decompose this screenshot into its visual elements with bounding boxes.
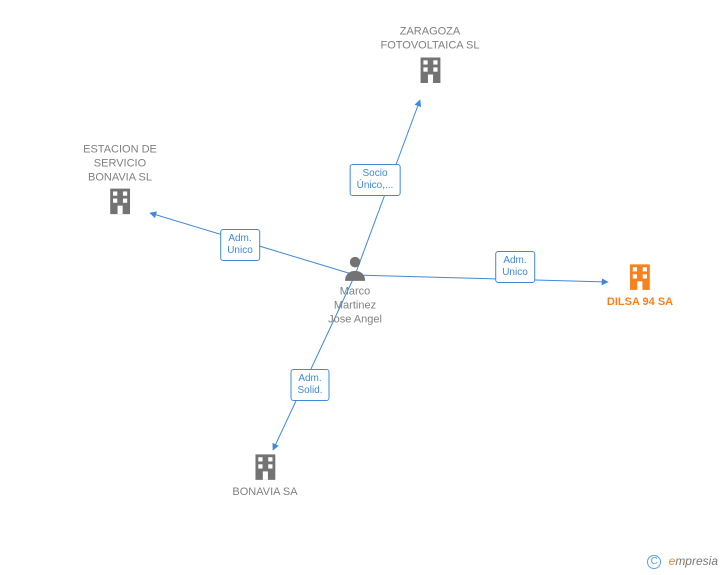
building-icon	[413, 53, 447, 87]
edge-zaragoza	[355, 100, 420, 275]
node-estacion[interactable]: ESTACION DE SERVICIO BONAVIA SL	[83, 141, 157, 218]
node-bonavia[interactable]: BONAVIA SA	[232, 450, 297, 500]
edge-estacion	[150, 213, 355, 275]
edge-dilsa	[355, 275, 608, 282]
node-person-center[interactable]: Marco Martinez Jose Angel	[328, 253, 382, 326]
building-icon	[103, 185, 137, 219]
brand-name: empresia	[669, 554, 718, 568]
node-label: DILSA 94 SA	[607, 296, 673, 310]
edge-label-zaragoza: Socio Único,...	[350, 164, 401, 196]
network-diagram: Marco Martinez Jose Angel ZARAGOZA FOTOVO…	[0, 0, 728, 575]
edge-label-bonavia: Adm. Solid.	[290, 369, 329, 401]
edge-label-estacion: Adm. Unico	[220, 229, 260, 261]
edge-label-dilsa: Adm. Unico	[495, 251, 535, 283]
building-icon	[248, 450, 282, 484]
node-label: ESTACION DE SERVICIO BONAVIA SL	[83, 143, 157, 184]
copyright-icon: C	[647, 555, 661, 569]
node-label: Marco Martinez Jose Angel	[328, 285, 382, 326]
node-label: ZARAGOZA FOTOVOLTAICA SL	[380, 25, 479, 53]
building-icon	[623, 260, 657, 294]
node-dilsa[interactable]: DILSA 94 SA	[607, 260, 673, 310]
node-label: BONAVIA SA	[232, 486, 297, 500]
node-zaragoza[interactable]: ZARAGOZA FOTOVOLTAICA SL	[380, 23, 479, 87]
person-icon	[340, 253, 370, 283]
footer-attribution: C empresia	[647, 554, 718, 569]
